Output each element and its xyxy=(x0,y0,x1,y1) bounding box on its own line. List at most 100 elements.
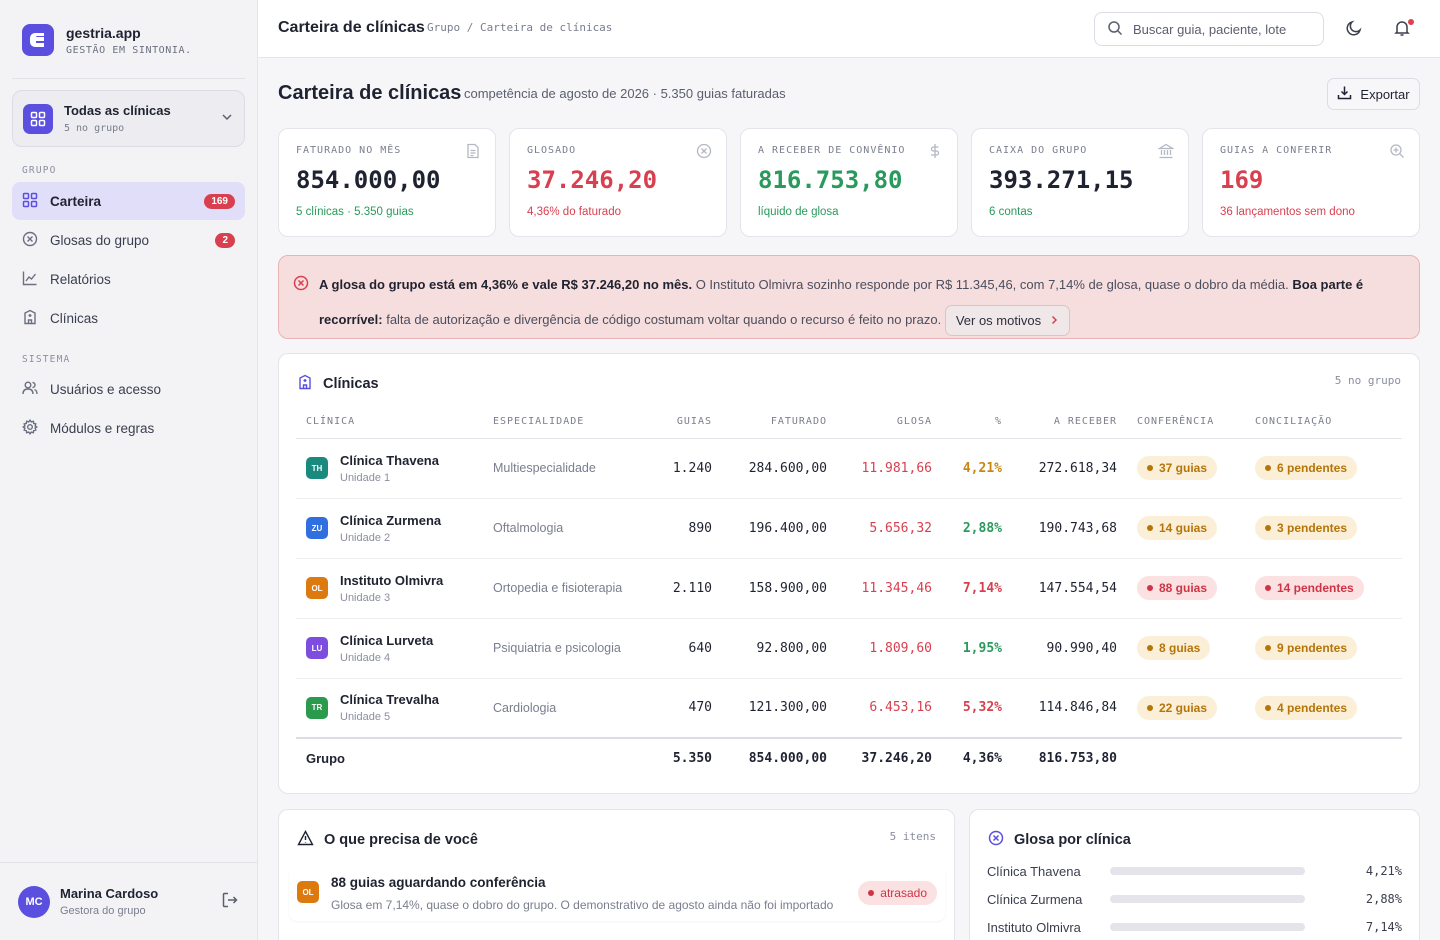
table-row[interactable]: TH Clínica Thavena Unidade 1 Multiespeciali… xyxy=(296,438,1402,499)
col-faturado[interactable]: FATURADO xyxy=(722,406,837,439)
sidebar-item-modulos[interactable]: Módulos e regras xyxy=(12,409,245,447)
conferencia-badge[interactable]: 88 guias xyxy=(1137,576,1218,600)
clinic-selector[interactable]: Todas as clínicas 5 no grupo xyxy=(12,90,245,147)
x-circle-icon xyxy=(293,269,309,304)
clinic-badge: OL xyxy=(306,577,328,599)
col-conferencia[interactable]: CONFERÊNCIA xyxy=(1127,406,1245,439)
cell-faturado: 92.800,00 xyxy=(722,618,837,679)
count-badge: 169 xyxy=(204,193,235,209)
glosa-bar-track xyxy=(1110,867,1305,875)
clinic-name[interactable]: Instituto Olmivra xyxy=(340,572,444,588)
glosa-by-clinic-card: Glosa por clínica Clínica Thavena 4,21% Cl… xyxy=(969,809,1420,940)
kpi-foot: 6 contas xyxy=(989,206,1033,218)
conciliacao-badge[interactable]: 14 pendentes xyxy=(1255,576,1364,600)
clinic-name[interactable]: Clínica Zurmena xyxy=(340,512,442,528)
clinic-unit: Unidade 2 xyxy=(340,531,391,544)
alert-text-1: O Instituto Olmivra sozinho responde por… xyxy=(692,277,1293,292)
clinic-unit: Unidade 4 xyxy=(340,651,391,664)
conferencia-badge[interactable]: 14 guias xyxy=(1137,516,1218,540)
clinic-selector-title: Todas as clínicas xyxy=(64,103,171,118)
sidebar-item-glosas[interactable]: Glosas do grupo 2 xyxy=(12,221,245,259)
breadcrumb[interactable]: Grupo / Carteira de clínicas xyxy=(427,21,613,34)
brand-logo-icon xyxy=(22,24,54,56)
col-pct[interactable]: % xyxy=(942,406,1012,439)
cell-glosa: 11.981,66 xyxy=(837,438,942,499)
sidebar-item-label: Clínicas xyxy=(50,310,99,326)
kpi-label: A RECEBER DE CONVÊNIO xyxy=(758,145,906,156)
table-row[interactable]: OL Instituto Olmivra Unidade 3 Ortopedia e … xyxy=(296,558,1402,619)
glosa-card-title: Glosa por clínica xyxy=(988,830,1131,850)
table-total-row: Grupo 5.350 854.000,00 37.246,20 4,36% 816.75… xyxy=(296,737,1402,778)
page-title: Carteira de clínicas xyxy=(278,82,462,104)
sidebar-item-label: Módulos e regras xyxy=(50,420,155,436)
warning-icon xyxy=(297,830,314,850)
conciliacao-badge[interactable]: 4 pendentes xyxy=(1255,695,1358,720)
logout-icon[interactable] xyxy=(221,891,239,912)
col-guias[interactable]: GUIAS xyxy=(648,406,722,439)
export-button[interactable]: Exportar xyxy=(1327,78,1420,110)
topbar: Carteira de clínicas Grupo / Carteira de… xyxy=(258,0,1440,58)
cell-receber: 90.990,40 xyxy=(1012,618,1127,679)
glosa-bar-label: Instituto Olmivra xyxy=(987,919,1081,935)
export-label: Exportar xyxy=(1360,86,1410,102)
view-reasons-button[interactable]: Ver os motivos xyxy=(944,305,1071,337)
kpi-value: 37.246,20 xyxy=(527,166,658,194)
building-icon xyxy=(22,309,38,328)
clinic-name[interactable]: Clínica Lurveta xyxy=(340,632,434,648)
conciliacao-badge[interactable]: 3 pendentes xyxy=(1255,516,1358,540)
moon-icon[interactable] xyxy=(1345,19,1363,40)
topbar-title: Carteira de clínicas xyxy=(278,19,425,36)
cell-clinica: TR Clínica Trevalha Unidade 5 xyxy=(296,678,483,739)
todo-title-text: O que precisa de você xyxy=(324,832,478,848)
user-role: Gestora do grupo xyxy=(60,905,146,917)
table-row[interactable]: LU Clínica Lurveta Unidade 4 Psiquiatria e … xyxy=(296,618,1402,679)
total-glosa: 37.246,20 xyxy=(837,737,942,778)
cell-guias: 1.240 xyxy=(648,438,722,499)
alert-bold-2: Boa parte é recorrível: xyxy=(319,277,1364,327)
clinic-unit: Unidade 1 xyxy=(340,471,391,484)
todo-card: O que precisa de você 5 itens OL 88 guia… xyxy=(278,809,955,940)
sidebar-divider xyxy=(12,78,245,79)
notification-dot xyxy=(1408,19,1414,25)
col-clinica[interactable]: CLÍNICA xyxy=(296,406,483,439)
cell-especialidade: Oftalmologia xyxy=(483,498,648,559)
cell-guias: 470 xyxy=(648,678,722,739)
sidebar-item-clinicas[interactable]: Clínicas xyxy=(12,299,245,337)
sidebar-item-usuarios[interactable]: Usuários e acesso xyxy=(12,370,245,408)
conferencia-badge[interactable]: 37 guias xyxy=(1137,456,1218,480)
col-receber[interactable]: A RECEBER xyxy=(1012,406,1127,439)
glosa-bar-label: Clínica Zurmena xyxy=(987,891,1083,907)
alert-text-2: falta de autorização e divergência de có… xyxy=(382,312,945,327)
col-especialidade[interactable]: ESPECIALIDADE xyxy=(483,406,648,439)
bell-icon[interactable] xyxy=(1393,19,1411,40)
glosa-bar-row: Clínica Thavena 4,21% xyxy=(987,862,1402,880)
clinic-badge: LU xyxy=(306,637,328,659)
conciliacao-badge[interactable]: 9 pendentes xyxy=(1255,636,1358,660)
search-input[interactable] xyxy=(1133,21,1303,37)
brand[interactable]: gestria.app GESTÃO EM SINTONIA. xyxy=(22,24,192,56)
sidebar-section-group: GRUPO xyxy=(22,165,57,176)
conciliacao-badge[interactable]: 6 pendentes xyxy=(1255,456,1358,480)
table-row[interactable]: TR Clínica Trevalha Unidade 5 Cardiologia 47… xyxy=(296,678,1402,739)
cell-clinica: ZU Clínica Zurmena Unidade 2 xyxy=(296,498,483,559)
conferencia-badge[interactable]: 8 guias xyxy=(1137,636,1211,660)
search-box[interactable] xyxy=(1094,12,1324,46)
clinic-name[interactable]: Clínica Thavena xyxy=(340,452,439,468)
col-conciliacao[interactable]: CONCILIAÇÃO xyxy=(1245,406,1402,439)
dollar-icon xyxy=(927,143,943,162)
todo-item[interactable]: OL 88 guias aguardando conferência Glosa… xyxy=(289,865,945,921)
col-glosa[interactable]: GLOSA xyxy=(837,406,942,439)
sidebar-item-carteira[interactable]: Carteira 169 xyxy=(12,182,245,220)
cell-conciliacao: 4 pendentes xyxy=(1245,678,1402,739)
glosa-bar-value: 7,14% xyxy=(1365,920,1402,934)
table-row[interactable]: ZU Clínica Zurmena Unidade 2 Oftalmologia 89… xyxy=(296,498,1402,559)
conferencia-badge[interactable]: 22 guias xyxy=(1137,695,1218,720)
cell-especialidade: Psiquiatria e psicologia xyxy=(483,618,648,679)
chart-line-icon xyxy=(22,270,38,289)
chevron-right-icon xyxy=(1049,305,1059,336)
total-receber: 816.753,80 xyxy=(1012,737,1127,778)
sidebar-item-relatorios[interactable]: Relatórios xyxy=(12,260,245,298)
chevron-down-icon xyxy=(220,110,234,127)
avatar[interactable]: MC xyxy=(18,885,50,918)
clinic-name[interactable]: Clínica Trevalha xyxy=(340,692,439,708)
